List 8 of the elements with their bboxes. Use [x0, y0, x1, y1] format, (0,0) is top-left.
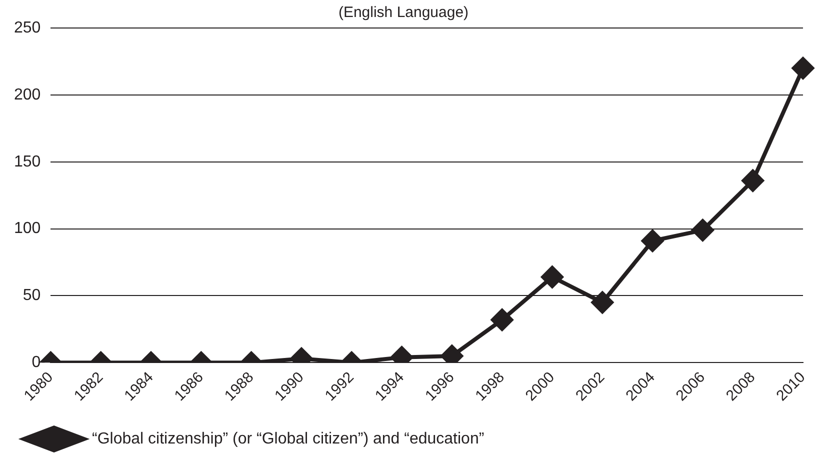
y-tick-label: 50 [22, 287, 41, 304]
legend-label: “Global citizenship” (or “Global citizen”) and “education” [92, 430, 484, 448]
y-tick-label: 250 [14, 19, 41, 36]
y-tick-label: 0 [32, 354, 41, 372]
y-tick-label: 200 [14, 86, 41, 104]
chart-title: (English Language) [338, 4, 469, 22]
y-tick-label: 150 [14, 153, 41, 170]
y-tick-label: 100 [14, 220, 41, 238]
